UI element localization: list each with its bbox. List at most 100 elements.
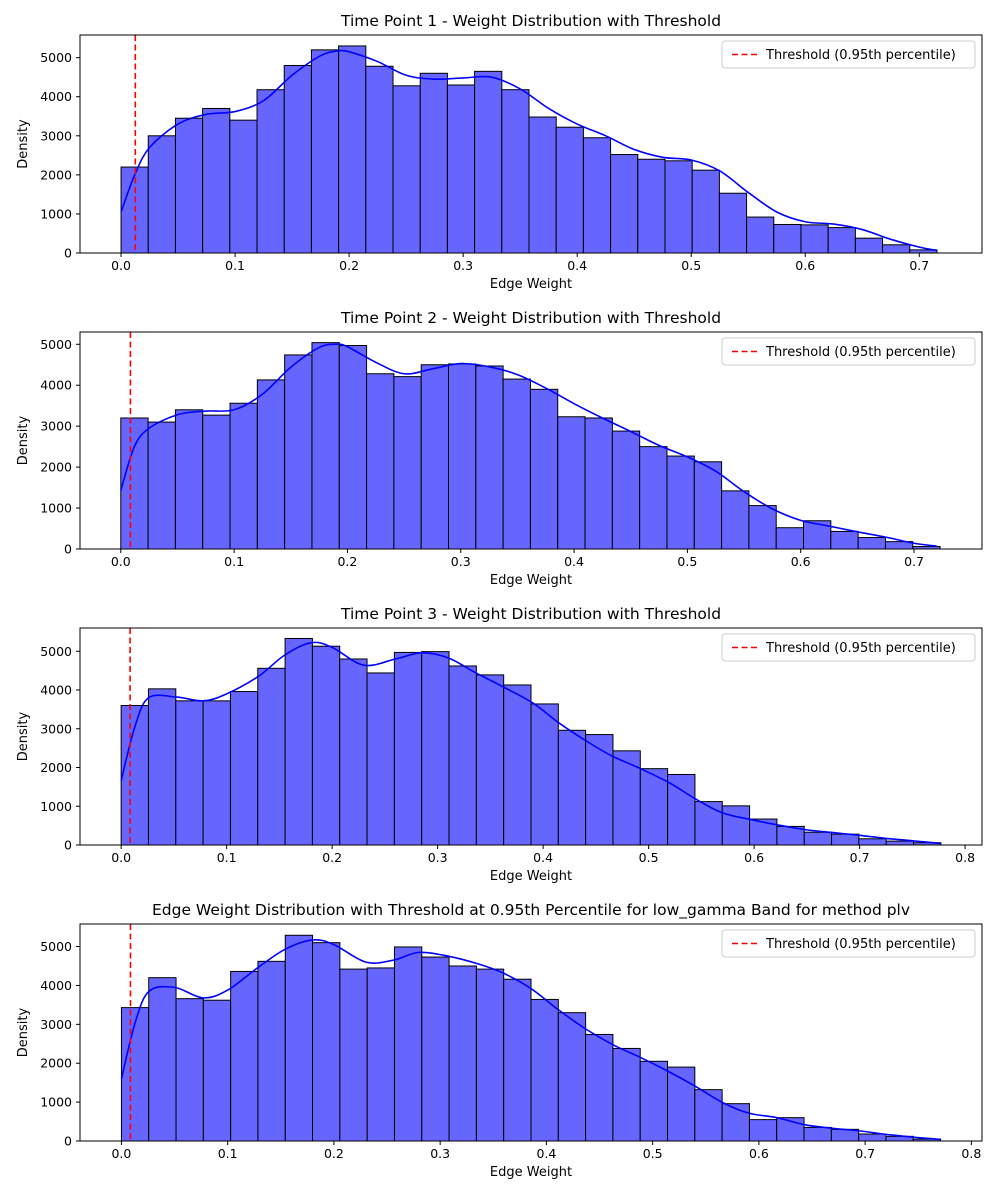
x-tick-label: 0.2	[339, 258, 359, 273]
kde-curve	[120, 343, 937, 547]
histogram-bar	[448, 363, 477, 550]
y-tick-label: 5000	[40, 337, 72, 352]
x-tick-label: 0.4	[567, 258, 587, 273]
histogram-bar	[448, 965, 477, 1142]
histogram-bar	[557, 729, 587, 846]
histogram-bar	[611, 430, 641, 550]
histogram-bars	[120, 637, 942, 846]
histogram-bar	[557, 1012, 587, 1142]
x-tick-label: 0.7	[850, 850, 870, 865]
x-tick-label: 0.4	[533, 850, 553, 865]
x-tick-label: 0.3	[451, 554, 471, 569]
chart-title: Time Point 2 - Weight Distribution with …	[340, 309, 721, 327]
legend-label: Threshold (0.95th percentile)	[765, 641, 956, 656]
chart-panel-2: 0.0 0.1 0.2 0.3 0.4 0.5 0.6 0.7 0 1000 2000 3000 400…	[16, 309, 983, 588]
chart-title: Time Point 1 - Weight Distribution with …	[340, 12, 721, 30]
histogram-bar	[639, 1060, 669, 1142]
x-tick-label: 0.5	[677, 554, 697, 569]
histogram-bar	[831, 833, 860, 846]
histogram-bar	[773, 223, 802, 254]
y-tick-label: 5000	[40, 939, 72, 954]
histogram-bar	[147, 421, 176, 550]
x-tick-label: 0.0	[111, 258, 131, 273]
legend-label: Threshold (0.95th percentile)	[765, 937, 956, 952]
histogram-bar	[667, 773, 696, 846]
x-axis-label: Edge Weight	[490, 573, 572, 588]
legend-box	[721, 40, 976, 69]
histogram-bar	[419, 72, 448, 254]
x-tick-label: 0.7	[855, 1146, 875, 1161]
y-tick-label: 2000	[40, 460, 72, 475]
x-tick-label: 0.8	[955, 850, 975, 865]
histogram-bar	[310, 49, 340, 254]
y-tick-label: 3000	[40, 128, 72, 143]
x-tick-label: 0.5	[639, 850, 659, 865]
x-tick-label: 0.1	[217, 850, 237, 865]
x-tick-label: 0.6	[791, 554, 811, 569]
y-tick-label: 0	[64, 838, 72, 853]
y-tick-label: 1000	[40, 206, 72, 221]
y-axis-label: Density	[16, 119, 31, 169]
histogram-bar	[885, 840, 915, 846]
legend-box	[721, 337, 976, 366]
x-tick-label: 0.0	[111, 1146, 131, 1161]
y-tick-label: 2000	[40, 760, 72, 775]
legend-box	[721, 633, 976, 662]
chart-title: Time Point 3 - Weight Distribution with …	[340, 605, 721, 623]
x-tick-label: 0.4	[564, 554, 584, 569]
histogram-bar	[528, 116, 557, 254]
x-tick-label: 0.8	[961, 1146, 981, 1161]
histogram-bar	[420, 364, 450, 550]
histogram-bar	[718, 192, 748, 254]
histogram-bar	[610, 154, 639, 254]
y-axis-label: Density	[16, 711, 31, 761]
y-tick-label: 4000	[40, 978, 72, 993]
histogram-bar	[746, 216, 775, 254]
legend-label: Threshold (0.95th percentile)	[765, 345, 956, 360]
histogram-bar	[230, 970, 259, 1142]
x-axis-label: Edge Weight	[490, 869, 572, 884]
histogram-bar	[421, 651, 450, 846]
histogram-bar	[612, 750, 641, 846]
y-tick-label: 5000	[40, 644, 72, 659]
histogram-bar	[721, 490, 750, 550]
kde-curve	[120, 49, 937, 252]
histogram-bar	[582, 137, 612, 254]
chart-title: Edge Weight Distribution with Threshold …	[152, 901, 910, 920]
histogram-bar	[827, 227, 856, 254]
y-tick-label: 1000	[40, 1095, 72, 1110]
histogram-bar	[585, 734, 614, 846]
x-tick-label: 0.0	[111, 554, 131, 569]
histogram-bar	[120, 1007, 150, 1142]
histogram-bars	[120, 934, 942, 1142]
histogram-bar	[175, 700, 204, 846]
y-tick-label: 0	[64, 542, 72, 557]
x-tick-label: 0.6	[749, 1146, 769, 1161]
histogram-bar	[637, 158, 666, 254]
y-tick-label: 3000	[40, 419, 72, 434]
x-tick-label: 0.1	[225, 258, 245, 273]
histogram-bar	[338, 345, 368, 550]
histogram-bar	[721, 805, 751, 846]
histogram-bar	[393, 651, 423, 846]
histogram-bar	[830, 530, 859, 550]
x-tick-label: 0.6	[744, 850, 764, 865]
histogram-bar	[858, 838, 887, 846]
histogram-bar	[639, 446, 668, 550]
histogram-bar	[448, 665, 477, 846]
x-axis-label: Edge Weight	[490, 1165, 572, 1180]
histogram-bar	[854, 237, 884, 254]
histogram-bar	[803, 1126, 832, 1142]
histogram-bar	[530, 998, 559, 1142]
y-axis-label: Density	[16, 415, 31, 465]
x-tick-label: 0.7	[904, 554, 924, 569]
histogram-bar	[691, 169, 720, 254]
y-tick-label: 2000	[40, 1056, 72, 1071]
y-tick-label: 2000	[40, 167, 72, 182]
y-tick-label: 1000	[40, 501, 72, 516]
histogram-bar	[366, 373, 395, 550]
chart-panel-3: 0.0 0.1 0.2 0.3 0.4 0.5 0.6 0.7 0.8 0 1000 2000 3000…	[16, 605, 983, 884]
chart-panel-1: 0.0 0.1 0.2 0.3 0.4 0.5 0.6 0.7 0 1000 2000 3000 400…	[16, 12, 983, 292]
histogram-bar	[339, 658, 368, 846]
